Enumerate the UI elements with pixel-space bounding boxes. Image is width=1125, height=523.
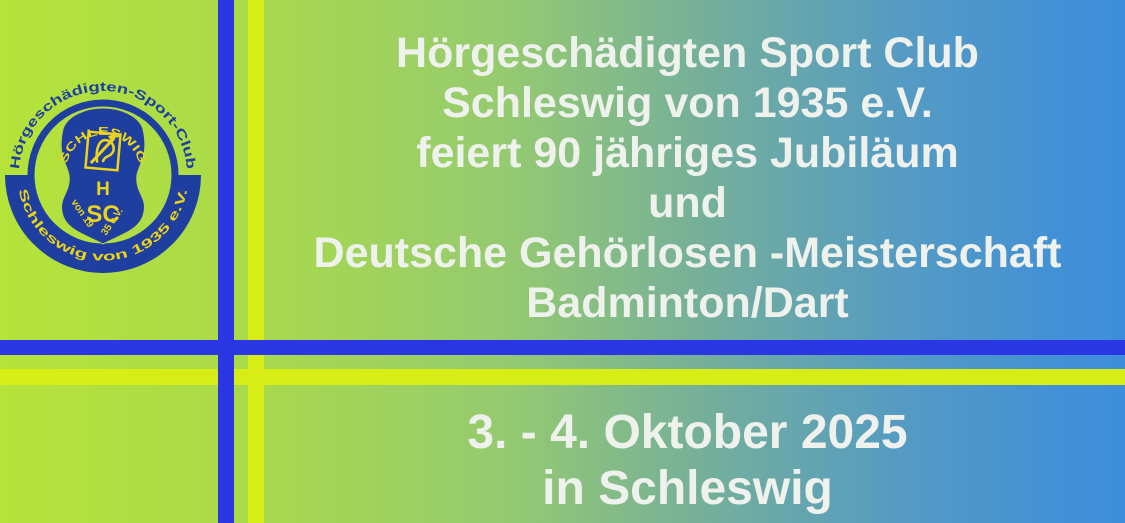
deaf-ear-icon <box>84 130 122 172</box>
horizontal-yellow-stripe <box>0 369 1125 385</box>
headline-line-1: Hörgeschädigten Sport Club <box>396 29 979 77</box>
headline-block: Hörgeschädigten Sport Club Schleswig von… <box>250 28 1125 328</box>
headline-line-2: Schleswig von 1935 e.V. <box>442 79 933 127</box>
logo-inner-ring <box>27 99 179 251</box>
headline-line-3: feiert 90 jähriges Jubiläum <box>416 129 959 177</box>
horizontal-blue-stripe <box>0 340 1125 355</box>
club-logo: Hörgeschädigten-Sport-Club Schleswig von… <box>5 79 201 273</box>
vertical-yellow-stripe <box>248 0 264 523</box>
headline-line-5: Deutsche Gehörlosen -Meisterschaft <box>313 229 1062 277</box>
event-date-block: 3. - 4. Oktober 2025 in Schleswig <box>250 405 1125 517</box>
headline-line-6: Badminton/Dart <box>526 279 849 327</box>
vertical-blue-stripe <box>218 0 234 523</box>
logo-letter-h: H <box>96 179 110 200</box>
logo-shield <box>60 107 146 245</box>
logo-letters-sc: SC <box>86 201 119 228</box>
headline-line-4: und <box>648 179 727 227</box>
logo-bottom-band <box>5 174 201 273</box>
event-date-line: 3. - 4. Oktober 2025 <box>467 406 908 459</box>
event-location-line: in Schleswig <box>542 462 833 515</box>
